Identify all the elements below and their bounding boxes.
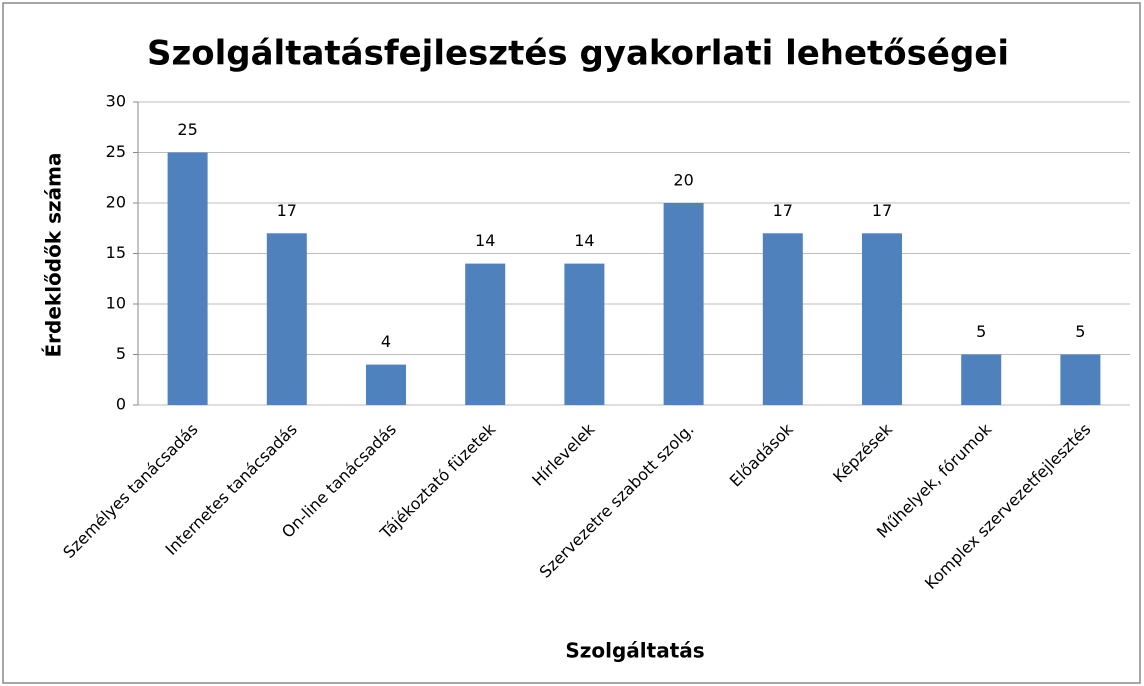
data-label: 5 xyxy=(1075,322,1085,341)
bar xyxy=(564,263,605,405)
y-tick-label: 15 xyxy=(106,243,126,262)
data-label: 14 xyxy=(574,231,594,250)
bar xyxy=(366,364,406,405)
data-label: 25 xyxy=(177,120,197,139)
y-tick-label: 0 xyxy=(116,395,126,414)
y-tick-label: 25 xyxy=(106,142,126,161)
bar xyxy=(663,203,704,405)
bar xyxy=(266,233,307,405)
bar xyxy=(862,233,902,405)
data-label: 5 xyxy=(976,322,986,341)
data-label: 17 xyxy=(277,201,297,220)
x-axis-label: Szolgáltatás xyxy=(565,639,704,663)
bar xyxy=(167,152,208,405)
chart-title: Szolgáltatásfejlesztés gyakorlati lehető… xyxy=(147,34,1009,74)
data-label: 20 xyxy=(673,171,693,190)
data-label: 4 xyxy=(381,332,391,351)
data-label: 14 xyxy=(475,231,495,250)
bar xyxy=(1060,354,1101,405)
bar xyxy=(961,354,1002,405)
bar xyxy=(762,233,803,405)
y-tick-label: 10 xyxy=(106,294,126,313)
y-tick-label: 20 xyxy=(106,193,126,212)
bar xyxy=(465,263,506,405)
y-axis-label: Érdeklődők száma xyxy=(42,153,66,358)
y-tick-label: 30 xyxy=(106,92,126,111)
y-tick-label: 5 xyxy=(116,344,126,363)
data-label: 17 xyxy=(872,201,892,220)
data-label: 17 xyxy=(773,201,793,220)
